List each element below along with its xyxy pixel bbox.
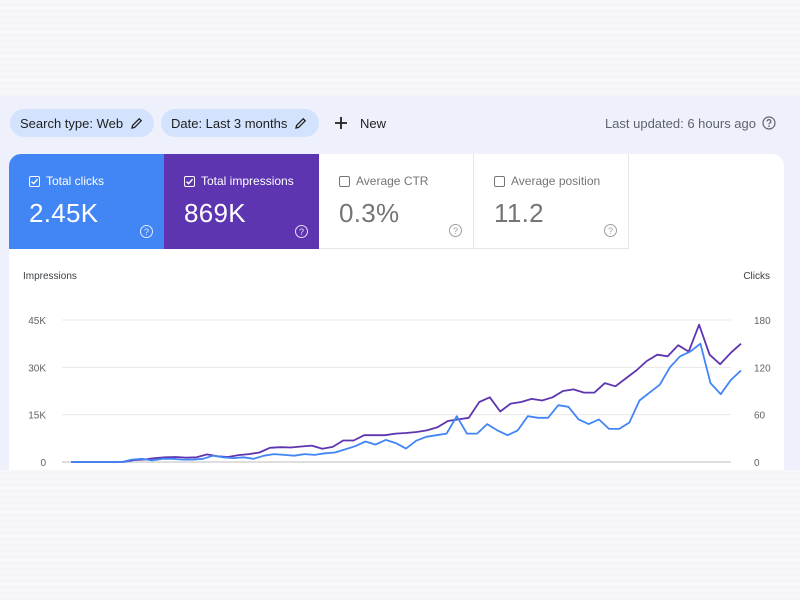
- metric-value: 2.45K: [29, 198, 99, 228]
- plus-icon: [334, 116, 348, 130]
- left-tick-label: 30K: [28, 363, 46, 374]
- help-icon[interactable]: [762, 116, 776, 130]
- metric-label: Average position: [511, 174, 601, 188]
- performance-chart: 45K18030K12015K60001/31/232/9/232/18/232…: [28, 316, 771, 469]
- help-icon[interactable]: ?: [140, 225, 153, 238]
- metric-value: 869K: [184, 198, 246, 228]
- left-tick-label: 0: [40, 458, 46, 469]
- left-tick-label: 45K: [28, 316, 46, 327]
- search-type-chip[interactable]: Search type: Web: [10, 109, 154, 137]
- date-range-chip[interactable]: Date: Last 3 months: [161, 109, 319, 137]
- checkbox-checked-icon[interactable]: [184, 175, 195, 187]
- metric-average-ctr[interactable]: Average CTR 0.3% ?: [319, 154, 474, 249]
- right-tick-label: 180: [754, 316, 771, 327]
- metric-average-position[interactable]: Average position 11.2 ?: [474, 154, 629, 249]
- metric-value: 0.3%: [339, 198, 400, 228]
- new-filter-button[interactable]: New: [330, 109, 386, 137]
- pencil-icon: [131, 117, 143, 129]
- series-line-clicks: [71, 342, 742, 463]
- date-range-chip-label: Date: Last 3 months: [171, 115, 288, 131]
- checkbox-unchecked-icon[interactable]: [339, 175, 350, 187]
- help-icon[interactable]: ?: [295, 225, 308, 238]
- right-tick-label: 120: [754, 363, 771, 374]
- performance-card: Total clicks 2.45K ? Total impressions 8…: [9, 154, 784, 470]
- last-updated: Last updated: 6 hours ago: [605, 109, 776, 137]
- checkbox-unchecked-icon[interactable]: [494, 175, 505, 187]
- metric-label: Total impressions: [201, 174, 294, 188]
- pencil-icon: [295, 117, 307, 129]
- right-tick-label: 60: [754, 411, 766, 422]
- right-axis-title: Clicks: [743, 271, 770, 282]
- left-tick-label: 15K: [28, 411, 46, 422]
- metric-total-clicks[interactable]: Total clicks 2.45K ?: [9, 154, 164, 249]
- checkbox-checked-icon[interactable]: [29, 175, 40, 187]
- metric-total-impressions[interactable]: Total impressions 869K ?: [164, 154, 319, 249]
- left-axis-title: Impressions: [23, 271, 77, 282]
- metric-label: Average CTR: [356, 174, 429, 188]
- metric-value: 11.2: [494, 198, 544, 228]
- help-icon[interactable]: ?: [604, 224, 617, 237]
- metric-label: Total clicks: [46, 174, 105, 188]
- last-updated-text: Last updated: 6 hours ago: [604, 115, 756, 131]
- help-icon[interactable]: ?: [449, 224, 462, 237]
- new-filter-label: New: [360, 115, 387, 131]
- search-type-chip-label: Search type: Web: [20, 115, 124, 131]
- filter-toolbar: Search type: Web Date: Last 3 months New…: [0, 96, 800, 154]
- series-line-impressions: [71, 323, 742, 463]
- performance-panel: Search type: Web Date: Last 3 months New…: [0, 96, 800, 470]
- right-tick-label: 0: [754, 458, 760, 469]
